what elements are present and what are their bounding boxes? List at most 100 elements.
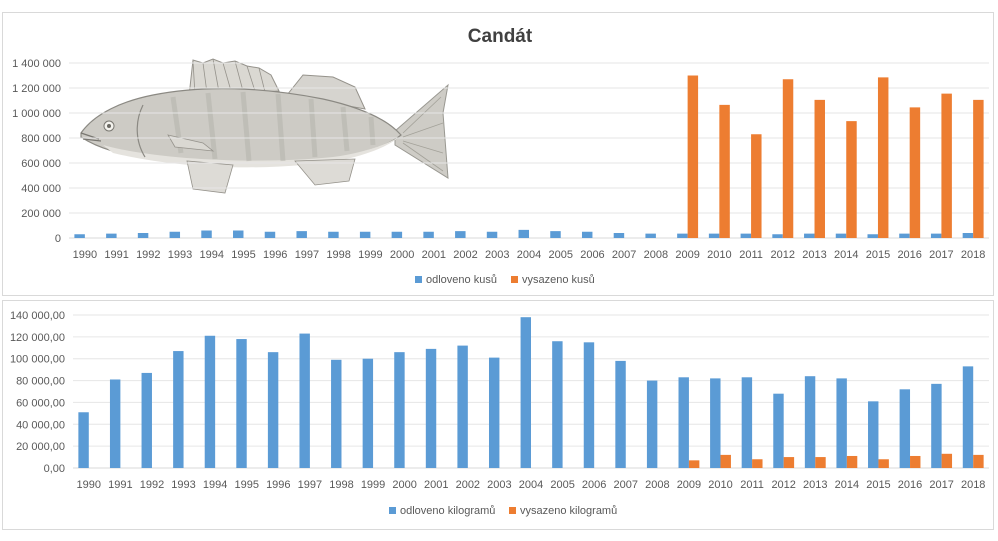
bar-vysazeno-kusů-2018 — [973, 99, 984, 238]
bar-odloveno-kusů-2018 — [962, 233, 974, 238]
chart-panel-pieces: Candát 0 200 000 400 000 600 000 800 000 1 000… — [2, 12, 994, 296]
x-tick-label: 1999 — [361, 479, 385, 491]
bar-vysazeno-kilogramů-2011 — [752, 459, 763, 468]
bar-odloveno-kilogramů-2007 — [615, 360, 626, 468]
x-tick-label: 2018 — [961, 479, 985, 491]
bar-odloveno-kilogramů-2003 — [488, 357, 500, 468]
bar-vysazeno-kusů-2009 — [687, 75, 699, 238]
bar-vysazeno-kusů-2013 — [814, 99, 825, 238]
x-tick-label: 2017 — [929, 479, 953, 491]
bar-odloveno-kusů-2011 — [740, 233, 752, 238]
x-tick-label: 2018 — [961, 249, 985, 261]
y-tick-label: 140 000,00 — [10, 310, 65, 322]
x-tick-label: 1993 — [168, 249, 192, 261]
bar-vysazeno-kilogramů-2015 — [878, 459, 889, 468]
bar-odloveno-kilogramů-2009 — [678, 377, 689, 468]
y-tick-label: 1 200 000 — [12, 83, 61, 95]
x-tick-label: 2006 — [582, 479, 606, 491]
x-tick-label: 1998 — [329, 479, 353, 491]
x-tick-label: 2011 — [739, 249, 763, 261]
x-tick-label: 2001 — [422, 249, 446, 261]
bar-odloveno-kusů-1993 — [169, 231, 181, 238]
x-tick-label: 2007 — [612, 249, 636, 261]
y-tick-label: 20 000,00 — [16, 441, 65, 453]
x-tick-label: 2004 — [517, 249, 541, 261]
bar-odloveno-kilogramů-2005 — [552, 341, 563, 468]
legend-swatch — [389, 507, 396, 514]
bar-odloveno-kusů-2014 — [835, 233, 847, 238]
bar-odloveno-kusů-2015 — [867, 234, 878, 238]
bar-vysazeno-kilogramů-2012 — [783, 457, 795, 468]
bar-odloveno-kusů-2010 — [708, 233, 720, 238]
x-tick-label: 2017 — [929, 249, 953, 261]
bar-odloveno-kusů-1992 — [137, 233, 149, 238]
x-tick-label: 2008 — [645, 479, 669, 491]
legend-label: vysazeno kilogramů — [520, 505, 617, 517]
y-tick-label: 0 — [55, 233, 61, 245]
bar-odloveno-kilogramů-2012 — [773, 393, 784, 468]
x-tick-label: 2016 — [898, 479, 922, 491]
y-tick-label: 120 000,00 — [10, 332, 65, 344]
x-tick-label: 1993 — [171, 479, 195, 491]
bar-odloveno-kusů-1996 — [264, 231, 276, 238]
bar-odloveno-kusů-2004 — [518, 229, 529, 238]
bar-odloveno-kilogramů-2002 — [457, 345, 468, 468]
x-tick-label: 2016 — [897, 249, 921, 261]
bar-vysazeno-kusů-2010 — [719, 104, 730, 238]
bar-odloveno-kilogramů-1991 — [109, 379, 121, 468]
bar-odloveno-kusů-1991 — [106, 233, 117, 238]
bar-vysazeno-kusů-2012 — [782, 79, 794, 238]
x-tick-label: 1991 — [108, 479, 132, 491]
x-tick-label: 2014 — [835, 479, 859, 491]
bar-odloveno-kilogramů-1992 — [141, 372, 152, 468]
x-tick-label: 2000 — [390, 249, 414, 261]
bar-odloveno-kilogramů-2000 — [394, 352, 405, 468]
bar-odloveno-kusů-2017 — [930, 233, 942, 238]
legend-swatch — [509, 507, 516, 514]
x-tick-label: 2012 — [771, 479, 795, 491]
legend-entry: odloveno kilogramů — [389, 505, 495, 517]
bar-odloveno-kilogramů-2017 — [931, 383, 942, 468]
x-tick-label: 1991 — [104, 249, 128, 261]
x-tick-label: 2009 — [675, 249, 699, 261]
x-tick-label: 2011 — [740, 479, 764, 491]
bar-odloveno-kusů-2003 — [486, 231, 498, 238]
chart-panel-kilograms: 0,00 20 000,00 40 000,00 60 000,00 80 000,00… — [2, 300, 994, 530]
x-tick-label: 2005 — [550, 479, 574, 491]
y-tick-label: 100 000,00 — [10, 354, 65, 366]
bar-odloveno-kusů-1994 — [201, 230, 212, 238]
bar-vysazeno-kilogramů-2009 — [688, 460, 700, 468]
x-tick-label: 2014 — [834, 249, 858, 261]
zander-fish-illustration — [80, 58, 449, 194]
bar-odloveno-kusů-2002 — [455, 231, 466, 238]
bar-odloveno-kusů-2006 — [581, 231, 593, 238]
bar-odloveno-kusů-1999 — [359, 231, 371, 238]
bar-odloveno-kilogramů-1990 — [78, 412, 89, 468]
bar-odloveno-kilogramů-1995 — [236, 339, 247, 468]
x-tick-label: 2002 — [456, 479, 480, 491]
bar-odloveno-kilogramů-2006 — [583, 342, 595, 468]
bar-odloveno-kilogramů-2016 — [899, 389, 911, 468]
chart-title: Candát — [468, 26, 533, 47]
bar-vysazeno-kusů-2011 — [751, 134, 762, 238]
x-tick-label: 2001 — [424, 479, 448, 491]
bar-odloveno-kusů-1995 — [233, 230, 244, 238]
legend-entry: vysazeno kusů — [511, 274, 595, 286]
x-tick-label: 2010 — [707, 249, 731, 261]
bar-vysazeno-kilogramů-2014 — [846, 455, 858, 468]
bar-vysazeno-kilogramů-2018 — [973, 454, 984, 468]
bar-vysazeno-kusů-2015 — [877, 77, 889, 238]
bar-odloveno-kilogramů-2011 — [741, 377, 753, 468]
bar-odloveno-kusů-1997 — [296, 231, 307, 238]
x-tick-label: 1999 — [358, 249, 382, 261]
bar-odloveno-kilogramů-2015 — [868, 401, 879, 468]
y-tick-label: 40 000,00 — [16, 419, 65, 431]
x-tick-label: 2008 — [644, 249, 668, 261]
x-tick-label: 1992 — [140, 479, 164, 491]
x-tick-label: 2003 — [487, 479, 511, 491]
x-tick-label: 1994 — [203, 479, 227, 491]
bar-vysazeno-kilogramů-2016 — [910, 455, 921, 468]
bar-odloveno-kusů-2007 — [613, 233, 625, 238]
y-tick-label: 800 000 — [21, 133, 61, 145]
bar-odloveno-kilogramů-2001 — [425, 348, 437, 468]
